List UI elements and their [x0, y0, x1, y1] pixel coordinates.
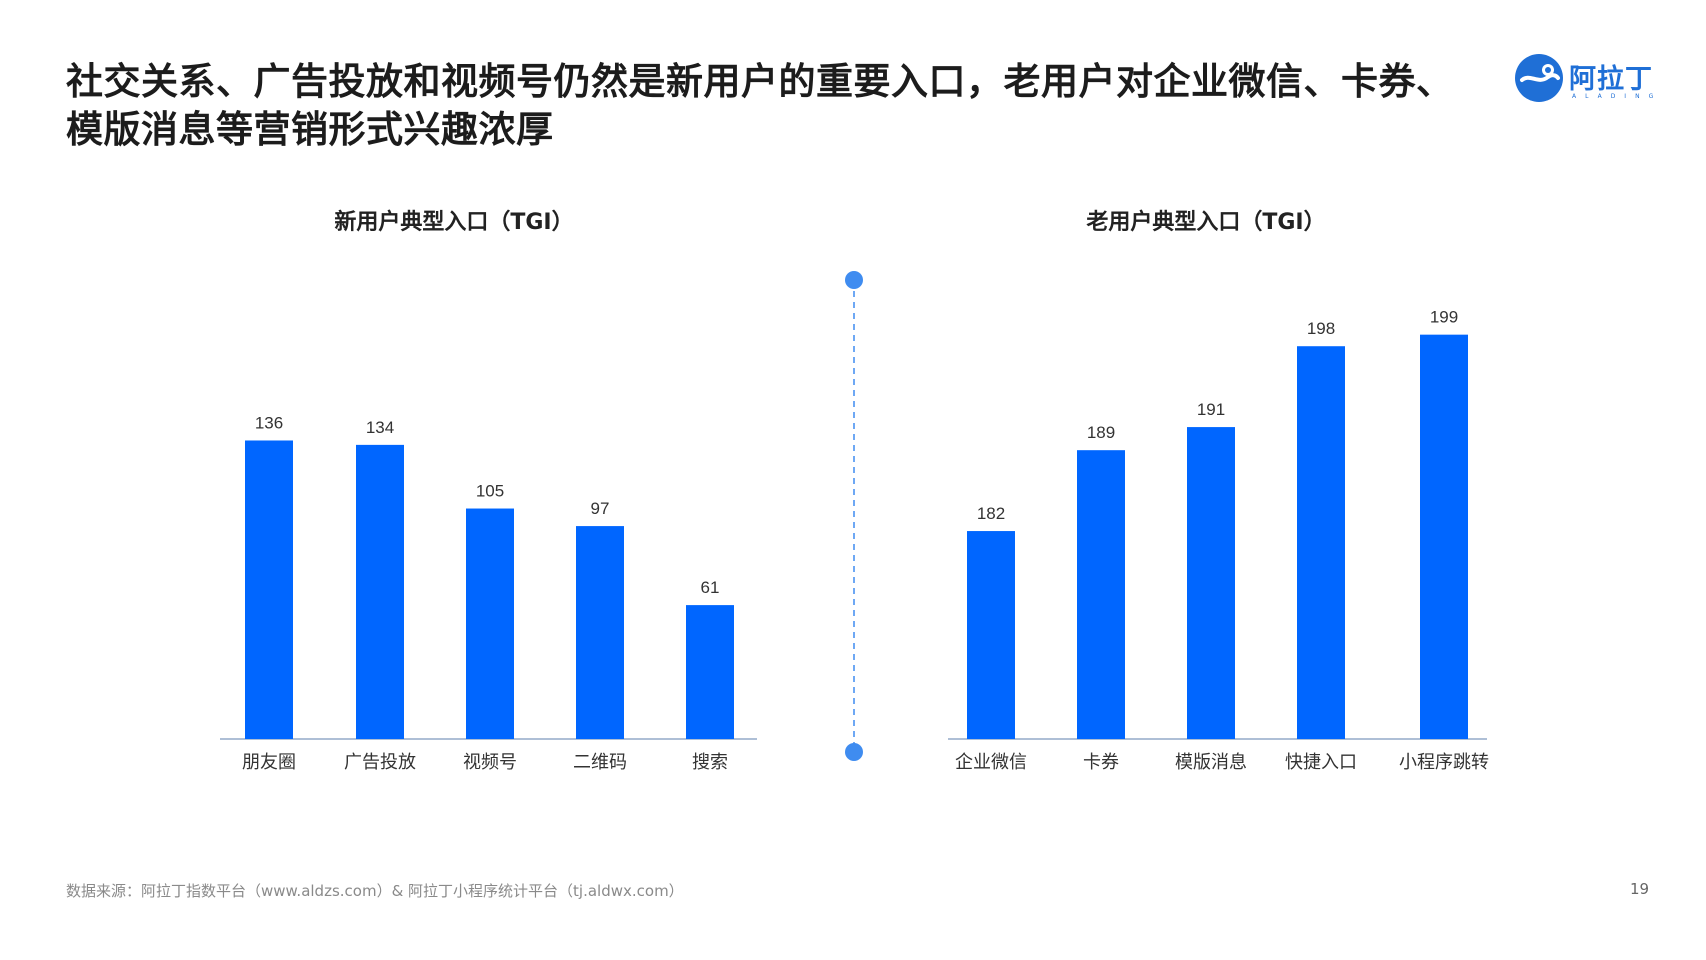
bar-old-2: [1187, 427, 1235, 739]
category-label: 模版消息: [1175, 752, 1247, 773]
page-number: 19: [1630, 880, 1650, 898]
category-label: 搜索: [692, 752, 728, 773]
bar-new-4: [686, 605, 734, 739]
page-title: 社交关系、广告投放和视频号仍然是新用户的重要入口，老用户对企业微信、卡券、模版消…: [66, 60, 1454, 151]
chart-title-old-users: 老用户典型入口（TGI）: [1086, 210, 1326, 235]
data-label: 105: [476, 482, 504, 501]
brand-logo: 阿拉丁 ALADING: [1514, 53, 1654, 105]
logo-text: 阿拉丁: [1569, 64, 1653, 95]
data-label: 61: [701, 578, 720, 597]
bar-old-0: [967, 531, 1015, 739]
data-source-note: 数据来源：阿拉丁指数平台（www.aldzs.com）& 阿拉丁小程序统计平台（…: [66, 882, 684, 900]
data-label: 189: [1087, 423, 1115, 442]
category-label: 卡券: [1083, 752, 1119, 773]
bar-new-3: [576, 526, 624, 739]
bar-old-3: [1297, 346, 1345, 739]
category-label: 广告投放: [344, 752, 416, 773]
chart-title-new-users: 新用户典型入口（TGI）: [334, 210, 574, 235]
logo-subtext: ALADING: [1572, 93, 1663, 100]
data-label: 134: [366, 418, 394, 437]
category-label: 视频号: [463, 752, 517, 773]
divider-bottom-dot: [845, 743, 863, 761]
category-label: 企业微信: [955, 752, 1027, 773]
data-label: 136: [255, 413, 283, 432]
data-label: 199: [1430, 308, 1458, 327]
aladdin-logo-icon: [1515, 54, 1563, 102]
category-label: 小程序跳转: [1399, 752, 1489, 773]
category-label: 朋友圈: [242, 752, 296, 773]
category-label: 快捷入口: [1285, 752, 1357, 773]
data-label: 191: [1197, 400, 1225, 419]
divider-top-dot: [845, 271, 863, 289]
data-label: 198: [1307, 319, 1335, 338]
category-label: 二维码: [573, 752, 627, 773]
data-label: 182: [977, 504, 1005, 523]
bar-new-1: [356, 444, 404, 739]
bar-old-4: [1420, 334, 1468, 739]
bar-old-1: [1077, 450, 1125, 739]
data-label: 97: [591, 499, 610, 518]
bar-new-0: [245, 440, 293, 739]
bar-new-2: [466, 508, 514, 739]
